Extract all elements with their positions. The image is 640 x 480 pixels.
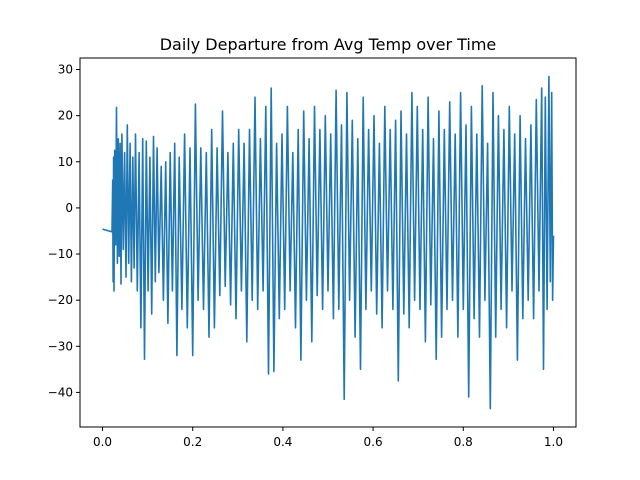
y-tick-label: −40	[48, 385, 73, 399]
y-tick-label: 10	[58, 155, 73, 169]
y-tick-label: −10	[48, 247, 73, 261]
series-line-0	[102, 75, 555, 410]
y-tick-label: 0	[65, 201, 73, 215]
plot-area	[102, 75, 555, 410]
y-axis: 30 20 10 0 −10 −20 −30 −40	[48, 63, 80, 399]
x-tick-label: 0.6	[364, 435, 383, 449]
x-tick-label: 0.8	[454, 435, 473, 449]
y-tick-label: −20	[48, 293, 73, 307]
axes-frame	[79, 57, 577, 428]
chart-title: Daily Departure from Avg Temp over Time	[160, 35, 497, 54]
x-tick-label: 0.4	[273, 435, 292, 449]
y-tick-label: −30	[48, 339, 73, 353]
x-tick-label: 0.2	[183, 435, 202, 449]
x-axis: 0.0 0.2 0.4 0.6 0.8 1.0	[93, 427, 563, 449]
x-tick-label: 1.0	[544, 435, 563, 449]
y-tick-label: 30	[58, 63, 73, 77]
y-tick-label: 20	[58, 109, 73, 123]
x-tick-label: 0.0	[93, 435, 112, 449]
